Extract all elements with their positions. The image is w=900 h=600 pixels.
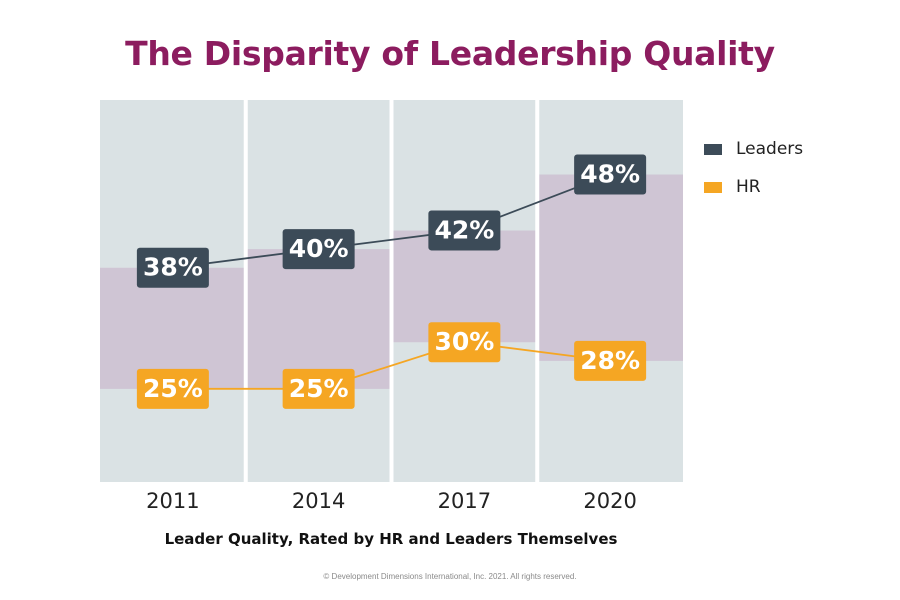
legend-label-hr: HR: [736, 177, 761, 197]
legend-label-leaders: Leaders: [736, 139, 804, 159]
data-label-box: [136, 247, 209, 288]
legend-item-hr: HR: [704, 176, 803, 198]
data-label-text: 38%: [143, 253, 203, 282]
x-tick-label-2014: 2014: [292, 489, 345, 513]
x-tick-label-2020: 2020: [583, 489, 636, 513]
chart-title: The Disparity of Leadership Quality: [125, 34, 775, 73]
data-label-box: [282, 368, 355, 409]
data-label-box: [136, 368, 209, 409]
data-label-leaders-2017: 42%: [428, 210, 501, 251]
legend-swatch-hr: [704, 181, 722, 193]
data-label-text: 40%: [289, 234, 349, 263]
x-tick-label-2017: 2017: [438, 489, 491, 513]
data-label-box: [574, 340, 647, 381]
data-label-box: [574, 154, 647, 195]
series-line-leaders: [172, 173, 611, 269]
data-label-text: 25%: [143, 374, 203, 403]
series-line-hr: [172, 341, 611, 390]
data-label-text: 30%: [434, 327, 494, 356]
legend-swatch-leaders: [704, 143, 722, 155]
data-label-leaders-2011: 38%: [136, 247, 209, 288]
chart-subtitle: Leader Quality, Rated by HR and Leaders …: [164, 530, 618, 548]
legend-item-leaders: Leaders: [704, 138, 803, 160]
data-label-hr-2011: 25%: [136, 368, 209, 409]
data-label-hr-2020: 28%: [574, 340, 647, 381]
data-label-text: 48%: [580, 160, 640, 189]
data-label-box: [428, 322, 501, 363]
data-label-leaders-2014: 40%: [282, 229, 355, 270]
data-label-hr-2017: 30%: [428, 322, 501, 363]
footer-copyright: © Development Dimensions International, …: [323, 572, 577, 581]
column-divider: [389, 100, 394, 482]
x-tick-label-2011: 2011: [146, 489, 199, 513]
legend: Leaders HR: [704, 138, 803, 214]
data-label-box: [428, 210, 501, 251]
data-label-box: [282, 229, 355, 270]
column-divider: [243, 100, 248, 482]
data-label-text: 28%: [580, 346, 640, 375]
column-divider: [535, 100, 540, 482]
data-label-text: 25%: [289, 374, 349, 403]
data-label-text: 42%: [434, 215, 494, 244]
data-label-hr-2014: 25%: [282, 368, 355, 409]
data-label-leaders-2020: 48%: [574, 154, 647, 195]
